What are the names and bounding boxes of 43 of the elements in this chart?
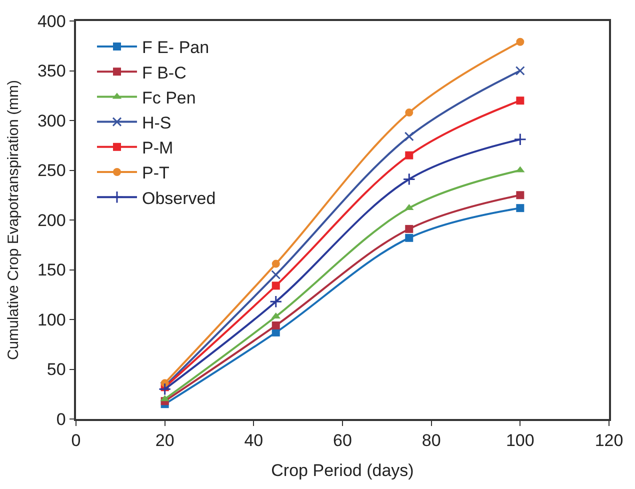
y-tick-label: 250 [37,161,66,180]
legend-label: Observed [142,188,216,208]
x-tick-label: 120 [594,431,624,450]
legend-label: F B-C [142,63,186,82]
point [272,321,280,330]
point [405,234,414,242]
y-tick-label: 350 [37,62,66,81]
y-tick-label: 0 [56,410,66,429]
point [270,295,282,308]
y-tick-label: 50 [46,360,66,380]
x-tick-label: 80 [422,431,441,450]
x-tick-label: 0 [71,431,81,450]
point [515,66,525,76]
legend-label: Fc Pen [142,88,196,108]
legend-label: F E- Pan [142,38,210,58]
point [404,132,414,142]
point [272,282,280,290]
legend-label: P-M [142,138,174,158]
point [405,108,414,117]
x-tick-label: 40 [244,431,264,450]
point [405,151,414,160]
x-tick-label: 60 [333,431,352,450]
point [516,38,524,46]
y-tick-label: 100 [37,310,66,330]
point [516,96,524,105]
point [405,224,414,233]
point [272,260,280,268]
point [402,172,416,186]
legend-label: P-T [142,164,170,183]
point [514,133,527,146]
point [516,204,524,212]
y-tick-label: 200 [37,210,66,230]
point [271,270,281,280]
legend-label: H-S [142,113,172,132]
x-tick-label: 20 [155,431,174,450]
point [516,191,524,200]
y-tick-label: 300 [37,111,66,130]
x-axis-title: Crop Period (days) [271,461,414,480]
y-tick-label: 400 [37,12,66,31]
y-axis-title: Cumulative Crop Evapotranspiration (mm) [5,80,22,360]
x-tick-label: 100 [506,431,534,450]
y-tick-label: 150 [37,260,66,280]
point [158,382,172,396]
